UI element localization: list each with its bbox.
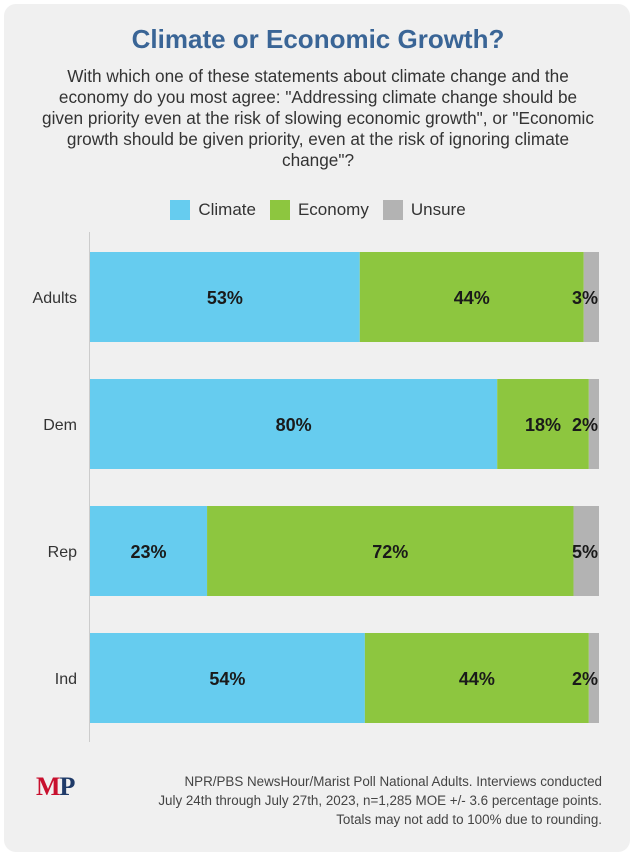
legend-swatch-climate bbox=[170, 200, 191, 220]
logo-m: M bbox=[36, 772, 61, 801]
legend-label-climate: Climate bbox=[198, 200, 256, 219]
legend-label-economy: Economy bbox=[297, 200, 369, 219]
legend-swatch-economy bbox=[269, 200, 290, 220]
legend-label-unsure: Unsure bbox=[410, 200, 466, 219]
footnote-line-2: July 24th through July 27th, 2023, n=1,2… bbox=[158, 793, 602, 808]
footnote-line-1: NPR/PBS NewsHour/Marist Poll National Ad… bbox=[184, 774, 602, 789]
bar-adults-unsure bbox=[583, 252, 599, 342]
data-label-rep-climate: 23% bbox=[131, 542, 167, 562]
data-label-ind-unsure: 2% bbox=[572, 669, 598, 689]
bar-rep-economy bbox=[207, 506, 574, 596]
data-label-dem-economy: 18% bbox=[525, 415, 561, 435]
data-label-ind-economy: 44% bbox=[459, 669, 495, 689]
bar-rep-climate bbox=[90, 506, 208, 596]
legend-swatch-unsure bbox=[382, 200, 403, 220]
category-label-ind: Ind bbox=[55, 671, 77, 688]
bar-dem-climate bbox=[90, 379, 498, 469]
bar-ind-unsure bbox=[588, 633, 599, 723]
footnote-line-3: Totals may not add to 100% due to roundi… bbox=[336, 812, 602, 827]
source-footnote: NPR/PBS NewsHour/Marist Poll National Ad… bbox=[110, 772, 602, 829]
data-label-dem-unsure: 2% bbox=[572, 415, 598, 435]
bar-adults-climate bbox=[90, 252, 360, 342]
logo-p: P bbox=[59, 772, 76, 801]
data-label-adults-unsure: 3% bbox=[572, 288, 598, 308]
chart-subtitle: With which one of these statements about… bbox=[42, 66, 594, 170]
legend: Climate Economy Unsure bbox=[0, 200, 636, 220]
bar-dem-economy bbox=[497, 379, 589, 469]
data-label-adults-climate: 53% bbox=[207, 288, 243, 308]
legend-item-unsure: Unsure bbox=[382, 200, 466, 220]
bar-ind-economy bbox=[364, 633, 589, 723]
bar-rep-unsure bbox=[573, 506, 599, 596]
category-label-adults: Adults bbox=[33, 290, 77, 307]
bar-ind-climate bbox=[90, 633, 365, 723]
data-label-adults-economy: 44% bbox=[454, 288, 490, 308]
legend-item-economy: Economy bbox=[269, 200, 369, 220]
bar-dem-unsure bbox=[588, 379, 599, 469]
data-label-ind-climate: 54% bbox=[209, 669, 245, 689]
legend-item-climate: Climate bbox=[170, 200, 256, 220]
bar-adults-economy bbox=[359, 252, 584, 342]
marist-poll-logo: MP bbox=[36, 772, 76, 802]
chart-title: Climate or Economic Growth? bbox=[131, 24, 505, 54]
data-label-rep-economy: 72% bbox=[372, 542, 408, 562]
data-label-rep-unsure: 5% bbox=[572, 542, 598, 562]
category-label-dem: Dem bbox=[43, 417, 77, 434]
category-label-rep: Rep bbox=[48, 544, 77, 561]
data-label-dem-climate: 80% bbox=[276, 415, 312, 435]
